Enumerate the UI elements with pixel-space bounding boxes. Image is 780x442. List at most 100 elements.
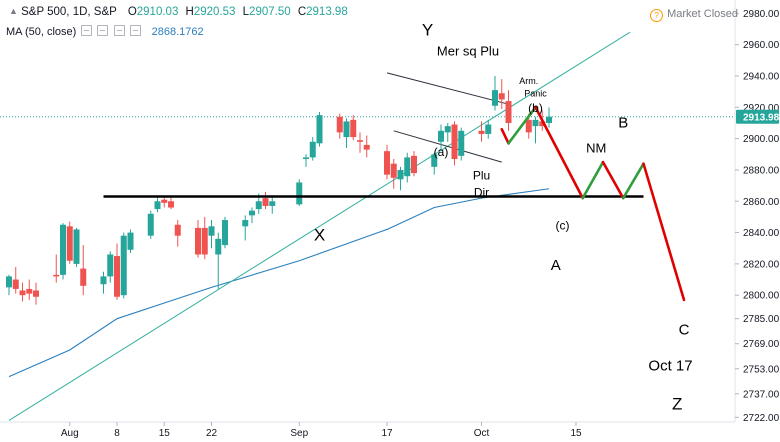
candle-body	[397, 169, 404, 180]
close-label: C	[297, 6, 307, 18]
candle	[80, 245, 87, 296]
wave-path-segment	[601, 160, 625, 200]
annotation-label: B	[618, 115, 628, 132]
indicator-more-icon[interactable]	[129, 25, 141, 36]
candle-body	[80, 268, 87, 286]
candle	[60, 223, 66, 280]
high-value: 2920.53	[193, 6, 236, 18]
candle	[384, 144, 390, 180]
candle	[53, 254, 60, 283]
candle	[458, 127, 465, 161]
indicator-remove-icon[interactable]	[113, 25, 125, 36]
candle-body	[147, 213, 154, 236]
market-status-text: Market Closed	[667, 8, 738, 20]
candle	[404, 152, 411, 183]
candle-body	[174, 224, 181, 236]
market-status[interactable]: ? Market Closed	[650, 8, 738, 22]
candle-body	[390, 163, 397, 178]
candle	[19, 282, 26, 302]
candle-body	[100, 276, 107, 285]
annotation-label: Y	[422, 20, 433, 39]
annotation-label: Dir	[474, 186, 489, 200]
wave-path-segment	[534, 106, 585, 200]
candle-body	[431, 154, 438, 167]
candle	[208, 220, 215, 249]
trend-line	[8, 31, 631, 421]
candle	[431, 152, 438, 175]
time-axis-bg	[0, 422, 780, 442]
annotation-label: Z	[672, 394, 682, 413]
candle-body	[357, 140, 363, 142]
candle	[397, 166, 404, 191]
candle	[546, 107, 552, 128]
candle-body	[161, 199, 168, 203]
low-value: 2907.50	[249, 6, 291, 18]
candle-body	[120, 235, 127, 296]
annotation-label: Plu	[473, 168, 490, 182]
x-tick-label: Aug	[61, 428, 79, 439]
annotation-label: (b)	[528, 101, 543, 115]
time-axis[interactable]: Aug 8 15 22 Sep 17 Oct 15	[0, 421, 780, 442]
candle	[498, 79, 505, 109]
candle-body	[303, 157, 309, 159]
candle	[269, 196, 276, 214]
y-tick-label: 2737.00	[743, 389, 780, 400]
annotation-label: (a)	[434, 145, 449, 159]
indicator-legend[interactable]: MA (50, close) 2868.1762	[6, 25, 204, 38]
x-tick-label: 8	[114, 428, 120, 439]
candle	[363, 135, 370, 158]
annotation-label: NM	[586, 141, 606, 156]
annotation-layer: Y Mer sq Plu Arm. Panic (b) B NM (a) Plu Dir (c) X A…	[103, 20, 693, 413]
candle-body	[26, 288, 33, 294]
candle	[357, 132, 363, 153]
candle-body	[336, 116, 343, 133]
candle-body	[411, 155, 417, 174]
price-axis-bg	[735, 0, 780, 442]
candle	[114, 243, 120, 300]
candle	[390, 158, 397, 189]
symbol-legend[interactable]: ▲ S&P 500, 1D, S&P O2910.03 H2920.53 L29…	[6, 6, 352, 18]
question-circle-icon: ?	[650, 9, 664, 22]
moving-average-layer	[8, 188, 550, 378]
indicator-name[interactable]: MA (50, close)	[6, 26, 77, 38]
candle	[195, 220, 201, 258]
x-tick-label: Sep	[290, 428, 308, 439]
annotation-label: Arm.	[519, 76, 538, 86]
last-price-tag-label: 2913.98	[743, 112, 780, 123]
y-tick-label: 2960.00	[743, 40, 780, 51]
candle	[33, 282, 39, 305]
candle	[147, 210, 154, 239]
candle	[168, 196, 174, 210]
open-value: 2910.03	[136, 6, 179, 18]
candle	[26, 279, 33, 300]
price-axis[interactable]: 2722.00 2737.00 2753.00 2769.00 2785.00 2800.…	[734, 0, 780, 442]
low-label: L	[242, 6, 250, 18]
symbol-name[interactable]: S&P 500, 1D, S&P	[21, 6, 117, 18]
indicator-visibility-icon[interactable]	[81, 25, 93, 36]
candle	[120, 232, 127, 299]
annotation-label: Mer sq Plu	[437, 44, 499, 59]
candle	[222, 216, 228, 249]
wave-path-segment	[500, 127, 510, 145]
chart-header: ▲ S&P 500, 1D, S&P O2910.03 H2920.53 L29…	[0, 0, 780, 40]
candle	[242, 215, 249, 241]
y-tick-label: 2900.00	[743, 134, 780, 145]
candle-body	[485, 124, 492, 134]
indicator-settings-icon[interactable]	[97, 25, 109, 36]
candle-body	[438, 130, 444, 142]
high-label: H	[185, 6, 194, 18]
annotation-label: (c)	[556, 218, 570, 232]
candle-body	[316, 115, 323, 144]
candle-body	[404, 157, 411, 177]
candle-body	[33, 290, 39, 297]
candle-body	[255, 201, 262, 210]
candle	[532, 116, 539, 144]
collapse-chevron-icon[interactable]: ▲	[9, 6, 18, 16]
x-tick-label: 17	[381, 428, 393, 439]
candle	[215, 232, 222, 289]
candle-body	[168, 201, 174, 208]
y-tick-label: 2800.00	[743, 291, 780, 302]
candle-body	[114, 256, 120, 297]
wedge-bottom-line	[393, 130, 502, 163]
